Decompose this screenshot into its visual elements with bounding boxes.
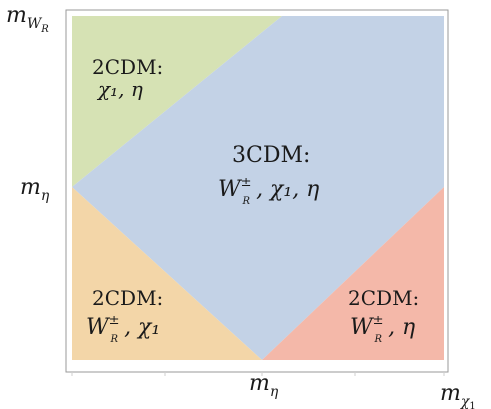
x-right-axis-label: mχ1 (440, 381, 476, 409)
region-top-left-title: 2CDM: (92, 55, 163, 79)
x-mid-axis-label: mη (249, 371, 279, 400)
region-bottom-left-fields: W± R, χ₁ (86, 313, 160, 345)
region-3cdm (72, 16, 444, 360)
region-bottom-right-title: 2CDM: (348, 286, 419, 310)
y-top-axis-label: mWR (6, 3, 49, 35)
x-axis-ticks (71, 372, 445, 376)
region-bottom-left-title: 2CDM: (92, 286, 163, 310)
region-2cdm-w-eta (262, 187, 444, 360)
region-top-left-fields: χ₁, η (96, 77, 143, 101)
y-mid-axis-label: mη (20, 175, 50, 204)
region-2cdm-w-chi (72, 187, 262, 360)
region-center-title: 3CDM: (232, 143, 310, 168)
region-bottom-right-fields: W± R, η (350, 313, 415, 345)
region-center-fields: W± R, χ₁, η (218, 175, 319, 207)
